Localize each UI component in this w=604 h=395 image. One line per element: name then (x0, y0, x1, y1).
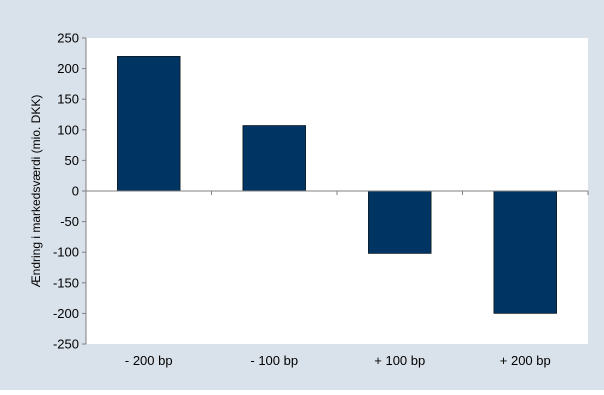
y-tick-label: 50 (65, 153, 79, 168)
bar-4 (494, 191, 557, 313)
x-category-label: + 200 bp (500, 353, 551, 368)
x-category-label: - 100 bp (250, 353, 298, 368)
bar-2 (243, 126, 306, 191)
bar-1 (117, 56, 180, 191)
y-tick-label: 0 (72, 184, 79, 199)
x-category-label: - 200 bp (125, 353, 173, 368)
y-tick-label: 250 (57, 31, 79, 46)
y-tick-label: 200 (57, 61, 79, 76)
y-tick-label: -150 (53, 275, 79, 290)
y-tick-label: -250 (53, 337, 79, 352)
y-tick-label: -50 (60, 214, 79, 229)
bar-3 (368, 191, 431, 253)
y-tick-label: -200 (53, 306, 79, 321)
y-tick-label: -100 (53, 245, 79, 260)
y-axis-title: Ændring i markedsværdi (mio. DKK) (29, 95, 43, 288)
y-tick-label: 100 (57, 122, 79, 137)
y-tick-label: 150 (57, 92, 79, 107)
x-category-label: + 100 bp (374, 353, 425, 368)
